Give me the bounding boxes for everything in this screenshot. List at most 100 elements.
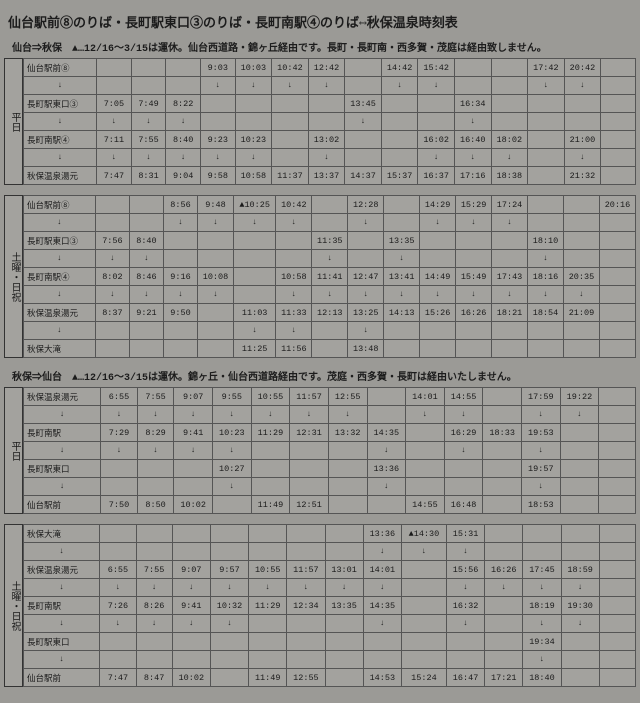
stop-cell: 長町南駅 [24,597,100,615]
time-cell [287,651,325,669]
time-cell [367,496,406,514]
time-cell [599,286,635,304]
arrow-cell: ↓ [485,579,523,597]
time-cell: 8:56 [163,196,197,214]
time-cell [381,95,418,113]
time-cell: 10:42 [272,59,309,77]
time-cell [528,214,564,232]
time-cell [420,340,456,358]
time-cell: ▲10:25 [233,196,275,214]
time-cell [599,388,636,406]
time-cell: 7:55 [136,561,172,579]
time-cell [560,424,599,442]
time-cell [523,525,561,543]
time-cell: 10:58 [235,167,272,185]
arrow-cell: ↓ [312,250,348,268]
arrow-cell: ↓ [136,579,172,597]
time-cell [599,460,636,478]
time-cell [172,633,210,651]
time-cell [599,232,635,250]
time-cell: 19:30 [561,597,599,615]
arrow-cell: ↓ [363,615,401,633]
time-cell: 13:36 [367,460,406,478]
time-cell: 9:48 [198,196,234,214]
time-cell [312,214,348,232]
arrow-cell: ↓ [492,286,528,304]
time-cell [325,615,363,633]
time-cell: 11:49 [249,669,287,687]
time-cell: 11:37 [272,167,309,185]
timetable: 秋保大滝13:36▲14:3015:31↓↓↓↓秋保温泉湯元6:557:559:… [23,524,636,687]
time-cell [100,633,136,651]
arrow-cell: ↓ [163,214,197,232]
time-cell [560,460,599,478]
arrow-cell: ↓ [166,113,201,131]
time-cell [599,322,635,340]
arrow-cell: ↓ [363,543,401,561]
time-cell: 10:02 [172,669,210,687]
time-cell [601,131,636,149]
arrow-cell: ↓ [97,149,132,167]
stop-cell: 秋保温泉湯元 [24,167,97,185]
time-cell [420,250,456,268]
time-cell [485,597,523,615]
time-cell: 9:50 [163,304,197,322]
time-cell: 14:13 [384,304,420,322]
time-cell [601,149,636,167]
stop-cell: 長町駅東口 [24,633,100,651]
time-cell: 13:35 [384,232,420,250]
time-cell [198,340,234,358]
arrow-cell: ↓ [456,286,492,304]
time-cell: 16:26 [456,304,492,322]
time-cell [528,322,564,340]
time-cell: 16:37 [418,167,455,185]
time-cell [401,615,446,633]
timetable-page: 仙台駅前⑧のりば・長町駅東口③のりば・長町南駅④のりば⇔秋保温泉時刻表 仙台⇒秋… [0,0,640,703]
time-cell: 16:29 [444,424,483,442]
time-cell [491,77,528,95]
arrow-cell: ↓ [136,615,172,633]
time-cell [401,633,446,651]
time-cell [129,196,163,214]
time-cell [601,77,636,95]
time-cell [381,149,418,167]
arrow-cell: ↓ [444,442,483,460]
time-cell: 8:40 [166,131,201,149]
time-cell: 16:40 [454,131,491,149]
time-cell: ▲14:30 [401,525,446,543]
time-cell [325,651,363,669]
section-heading: 秋保⇒仙台 ▲…12/16～3/15は運休。錦ヶ丘・仙台西道路経由です。茂庭・西… [12,368,636,384]
time-cell [325,543,363,561]
time-cell: 9:41 [174,424,213,442]
time-cell: 9:23 [200,131,235,149]
time-cell [560,478,599,496]
arrow-cell: ↓ [129,286,163,304]
arrow-cell: ↓ [522,442,561,460]
time-cell [233,286,275,304]
arrow-cell: ↓ [233,214,275,232]
time-cell: 7:50 [101,496,138,514]
time-cell [136,525,172,543]
time-cell [137,478,174,496]
time-cell [561,633,599,651]
time-cell: 13:36 [363,525,401,543]
arrow-cell: ↓ [563,286,599,304]
time-cell [528,167,565,185]
time-cell: 15:29 [456,196,492,214]
arrow-cell: ↓ [363,579,401,597]
arrow-cell: ↓ [276,286,312,304]
time-cell [328,478,367,496]
arrow-cell: ↓ [367,478,406,496]
arrow-cell: ↓ [213,442,252,460]
arrow-cell: ↓ [101,406,138,424]
arrow-cell: ↓ [24,77,97,95]
arrow-cell: ↓ [210,579,248,597]
time-cell [528,131,565,149]
time-cell [528,196,564,214]
time-cell [563,196,599,214]
day-label: 土曜・日祝 [4,195,23,358]
time-cell [599,214,635,232]
time-cell: 15:31 [446,525,484,543]
time-cell [454,77,491,95]
arrow-cell: ↓ [523,651,561,669]
